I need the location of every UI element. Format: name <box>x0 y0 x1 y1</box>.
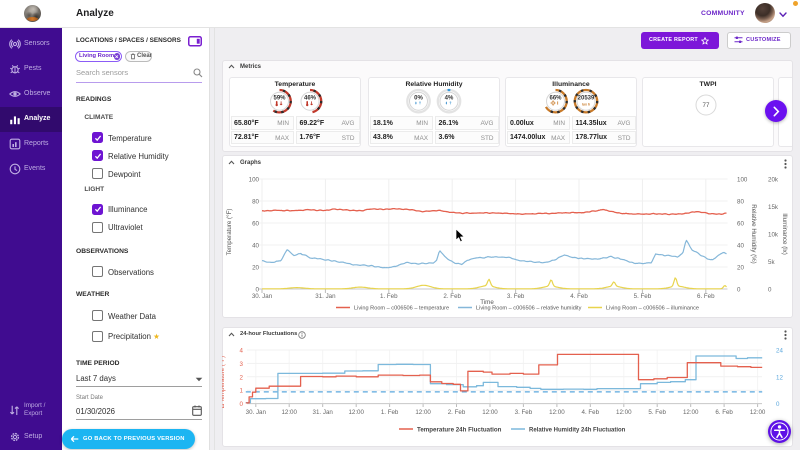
svg-text:12:00: 12:00 <box>281 409 297 416</box>
svg-text:66%: 66% <box>549 95 562 101</box>
svg-text:80: 80 <box>252 199 259 206</box>
svg-text:5. Feb: 5. Feb <box>648 409 666 416</box>
svg-text:15k: 15k <box>768 204 779 211</box>
svg-text:1: 1 <box>240 388 244 395</box>
svg-text:12: 12 <box>776 374 783 381</box>
svg-text:4%: 4% <box>445 95 454 101</box>
svg-text:6. Feb: 6. Feb <box>697 293 715 300</box>
svg-text:Relative Humidity (%): Relative Humidity (%) <box>750 204 757 263</box>
svg-text:1. Feb: 1. Feb <box>380 293 398 300</box>
svg-text:Living Room – c006506 – relati: Living Room – c006506 – relative humidit… <box>476 306 582 312</box>
svg-text:80: 80 <box>737 199 744 206</box>
svg-text:40: 40 <box>252 243 259 250</box>
svg-text:10k: 10k <box>768 232 779 239</box>
svg-text:100: 100 <box>249 177 260 184</box>
svg-text:12:00: 12:00 <box>415 409 431 416</box>
svg-text:1. Feb: 1. Feb <box>381 409 399 416</box>
svg-text:12:00: 12:00 <box>750 409 766 416</box>
svg-text:59%: 59% <box>273 95 286 101</box>
svg-text:20: 20 <box>737 265 744 272</box>
svg-text:Δ Temperature (°F): Δ Temperature (°F) <box>222 356 226 408</box>
svg-text:Illuminance (lx): Illuminance (lx) <box>781 213 788 255</box>
svg-text:5k: 5k <box>768 259 775 266</box>
svg-text:46%: 46% <box>304 95 317 101</box>
svg-text:2: 2 <box>240 374 244 381</box>
svg-text:31. Jan: 31. Jan <box>313 409 334 416</box>
svg-text:Relative Humidity 24h Fluctuat: Relative Humidity 24h Fluctuation <box>529 428 626 434</box>
svg-text:12:00: 12:00 <box>549 409 565 416</box>
svg-text:12:00: 12:00 <box>348 409 364 416</box>
svg-text:0%: 0% <box>414 95 423 101</box>
svg-text:lux h: lux h <box>582 102 590 106</box>
svg-text:0: 0 <box>737 287 741 294</box>
svg-text:3. Feb: 3. Feb <box>507 293 525 300</box>
svg-text:Living Room – c006506 – illumi: Living Room – c006506 – illuminance <box>606 306 699 312</box>
svg-text:77: 77 <box>703 102 710 109</box>
svg-text:2. Feb: 2. Feb <box>443 293 461 300</box>
svg-text:60: 60 <box>252 221 259 228</box>
svg-text:12:00: 12:00 <box>683 409 699 416</box>
svg-text:2. Feb: 2. Feb <box>448 409 466 416</box>
svg-text:0: 0 <box>776 401 780 408</box>
svg-text:6. Feb: 6. Feb <box>715 409 733 416</box>
svg-text:20: 20 <box>252 265 259 272</box>
svg-text:4. Feb: 4. Feb <box>570 293 588 300</box>
svg-text:24: 24 <box>776 348 783 355</box>
svg-text:4: 4 <box>240 348 244 355</box>
svg-text:12:00: 12:00 <box>482 409 498 416</box>
svg-text:5. Feb: 5. Feb <box>634 293 652 300</box>
svg-text:3. Feb: 3. Feb <box>515 409 533 416</box>
svg-text:Temperature 24h Fluctuation: Temperature 24h Fluctuation <box>417 427 502 434</box>
svg-text:12:00: 12:00 <box>616 409 632 416</box>
svg-text:3: 3 <box>240 361 244 368</box>
svg-text:Temperature (°F): Temperature (°F) <box>226 209 233 256</box>
svg-text:0: 0 <box>256 287 260 294</box>
svg-text:100: 100 <box>737 177 748 184</box>
svg-text:Time: Time <box>480 299 494 306</box>
svg-text:31. Jan: 31. Jan <box>315 293 336 300</box>
svg-text:30. Jan: 30. Jan <box>252 293 273 300</box>
svg-text:20539: 20539 <box>578 95 595 101</box>
svg-text:Living Room – c006506 – temper: Living Room – c006506 – temperature <box>354 306 449 312</box>
svg-text:0: 0 <box>768 287 772 294</box>
svg-text:30. Jan: 30. Jan <box>246 409 267 416</box>
svg-text:0: 0 <box>240 401 244 408</box>
svg-text:4. Feb: 4. Feb <box>582 409 600 416</box>
svg-text:60: 60 <box>737 221 744 228</box>
svg-text:20k: 20k <box>768 177 779 184</box>
svg-text:40: 40 <box>737 243 744 250</box>
